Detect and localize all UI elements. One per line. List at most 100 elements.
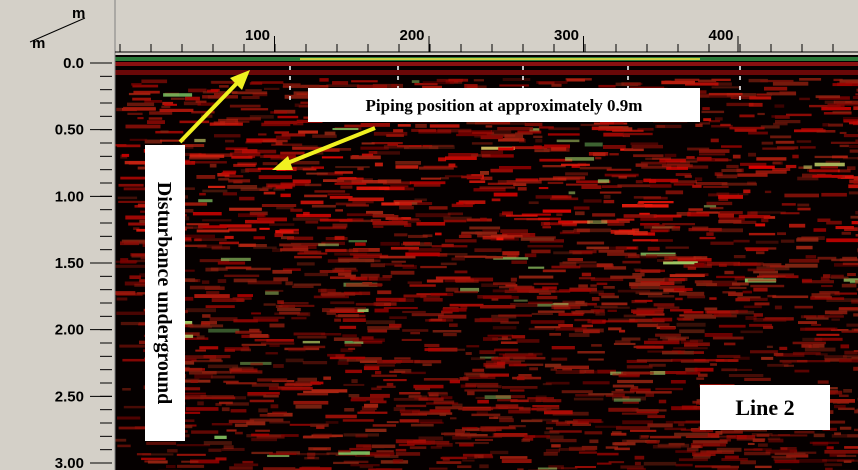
echo — [502, 233, 536, 237]
echo — [239, 196, 255, 201]
echo — [362, 282, 373, 285]
echo — [606, 168, 632, 171]
echo — [608, 407, 639, 412]
echo — [189, 157, 220, 160]
echo — [162, 101, 174, 106]
echo — [411, 313, 444, 317]
echo — [408, 248, 442, 252]
echo — [495, 395, 525, 399]
annotation-box — [308, 88, 700, 122]
echo — [551, 346, 575, 350]
echo — [413, 384, 444, 389]
echo — [612, 396, 646, 401]
echo — [127, 112, 143, 115]
echo — [480, 171, 489, 175]
echo — [490, 168, 513, 173]
echo — [703, 185, 729, 188]
echo — [637, 127, 654, 131]
echo — [538, 187, 549, 190]
echo — [839, 394, 849, 398]
echo — [735, 298, 750, 302]
echo — [440, 456, 467, 460]
echo — [664, 427, 687, 431]
echo — [646, 440, 659, 444]
echo — [767, 294, 777, 298]
echo — [310, 381, 324, 385]
echo — [716, 447, 742, 452]
echo — [458, 407, 494, 411]
echo — [374, 455, 399, 458]
echo — [390, 185, 409, 188]
echo — [640, 161, 667, 165]
echo — [811, 323, 822, 326]
echo — [215, 402, 222, 406]
echo — [750, 350, 778, 354]
echo — [360, 273, 380, 278]
echo — [618, 374, 640, 378]
echo — [415, 386, 430, 391]
echo — [641, 435, 650, 438]
echo — [303, 345, 326, 349]
echo — [513, 363, 544, 366]
echo — [251, 383, 279, 387]
echo — [426, 279, 444, 283]
echo — [125, 124, 161, 129]
echo — [188, 88, 207, 93]
echo — [551, 420, 559, 423]
echo — [240, 187, 269, 191]
y-tick-label: 1.50 — [55, 255, 84, 272]
echo — [647, 415, 666, 419]
echo — [484, 395, 511, 400]
echo — [792, 154, 799, 159]
echo — [508, 409, 531, 414]
echo — [706, 283, 741, 287]
echo — [304, 456, 320, 460]
echo — [840, 344, 850, 349]
echo — [177, 332, 200, 336]
echo — [801, 344, 812, 348]
echo — [445, 156, 477, 160]
echo — [321, 156, 344, 159]
echo — [223, 445, 234, 450]
echo — [399, 419, 419, 423]
echo — [506, 180, 542, 184]
echo — [202, 189, 228, 193]
echo — [703, 205, 717, 208]
echo — [124, 160, 153, 165]
echo — [543, 407, 560, 410]
echo — [464, 84, 478, 88]
echo — [323, 376, 331, 380]
echo — [198, 225, 227, 229]
echo — [542, 286, 557, 290]
echo — [390, 298, 415, 303]
echo — [174, 152, 202, 156]
echo — [285, 358, 304, 363]
echo — [385, 216, 399, 220]
echo — [348, 240, 367, 243]
echo — [252, 93, 268, 97]
echo — [171, 378, 200, 382]
echo — [263, 467, 296, 470]
echo — [479, 373, 509, 377]
echo — [624, 254, 657, 259]
echo — [849, 149, 858, 153]
echo — [487, 334, 513, 337]
echo — [196, 175, 216, 179]
echo — [559, 289, 592, 293]
echo — [177, 244, 207, 248]
echo — [217, 261, 246, 265]
echo — [636, 313, 665, 316]
echo — [739, 114, 755, 118]
echo — [692, 452, 716, 457]
echo — [618, 176, 627, 179]
echo — [353, 254, 389, 259]
arrows — [178, 70, 376, 170]
echo — [403, 294, 427, 298]
echo — [529, 399, 541, 403]
echo — [269, 223, 295, 226]
echo — [568, 191, 576, 195]
echo — [146, 441, 177, 445]
echo — [726, 102, 754, 107]
echo — [242, 149, 277, 154]
echo — [394, 233, 408, 237]
